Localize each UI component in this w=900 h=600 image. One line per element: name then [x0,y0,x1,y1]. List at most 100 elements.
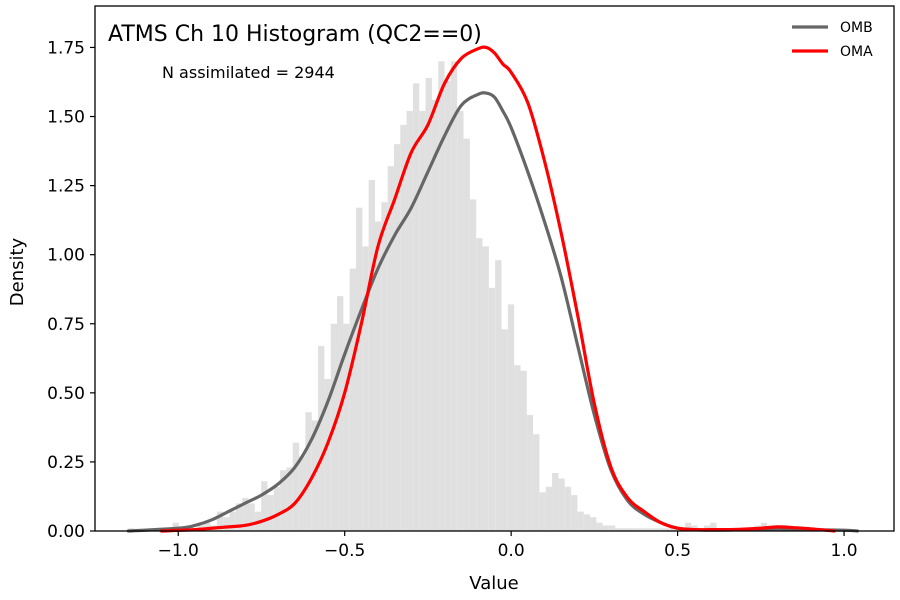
histogram-bar [520,370,527,531]
histogram-bar [564,486,572,531]
histogram-bar [463,138,470,531]
histogram-bar [318,345,325,531]
histogram-bar [495,260,502,531]
histogram-bar [431,99,439,531]
histogram-bar [634,528,641,531]
y-tick-label: 0.50 [47,384,85,404]
histogram-bar [457,111,464,531]
histogram-bar [665,528,673,531]
histogram-bar [324,379,331,531]
histogram-bar [469,199,477,532]
histogram-bar [419,111,426,531]
histogram-bar [343,323,350,531]
histogram-bar [223,517,230,531]
histogram-bar [286,467,293,531]
histogram-bar [292,442,300,531]
legend-label-oma: OMA [840,44,873,60]
histogram-bar [305,412,312,531]
histogram-bar [590,517,597,531]
histogram-bar [501,329,508,531]
histogram-bar [273,486,281,531]
histogram-bar [640,528,647,531]
legend: OMB OMA [792,20,873,60]
y-tick-label: 1.75 [47,38,85,58]
histogram-bar [577,511,584,531]
histogram-bar [267,495,274,531]
histogram-bar [596,522,603,531]
histogram-bar [628,528,635,531]
histogram-bar [710,522,717,531]
histogram-bar [393,144,401,531]
histogram-bar [602,525,610,531]
y-tick-label: 1.00 [47,246,85,266]
y-tick-label: 1.25 [47,177,85,197]
histogram-bar [672,528,679,531]
x-tick-label: −0.5 [324,541,365,561]
density-curves [126,45,859,533]
histogram-bar [526,414,534,531]
histogram-bar [571,495,578,531]
chart-title: ATMS Ch 10 Histogram (QC2==0) [108,22,482,47]
y-axis-label: Density [7,237,28,306]
histogram-bar [476,238,483,532]
legend-label-omb: OMB [840,20,873,36]
histogram-bar [204,522,211,531]
axes: −1.0 −0.5 0.0 0.5 1.0 0.00 0.25 0.50 0.75 1.00 1.2… [47,5,895,561]
histogram-bars [128,61,806,532]
histogram-bar [337,296,344,531]
histogram-bar [387,166,394,531]
histogram-bar [311,420,319,531]
y-tick-label: 0.75 [47,315,85,335]
histogram-bar [539,492,546,531]
histogram-bar [374,221,382,531]
histogram-bar [425,77,432,531]
histogram-bar [514,365,521,531]
histogram-bar [609,525,616,531]
histogram-bar [653,528,660,531]
histogram-bar [533,434,540,531]
histogram-bar [235,503,243,531]
histogram-bar [248,503,255,531]
histogram-bar [400,124,407,531]
histogram-bar [216,511,224,531]
x-tick-label: 0.0 [498,541,525,561]
y-tick-label: 0.25 [47,453,85,473]
histogram-bar [684,522,692,531]
histogram-bar [406,111,413,531]
histogram-bar [349,268,357,531]
histogram-bar [615,528,622,531]
y-tick-label: 1.50 [47,108,85,128]
y-tick-label: 0.00 [47,522,85,542]
histogram-bar [444,80,451,532]
histogram-bar [558,478,565,531]
histogram-bar [482,246,489,531]
x-tick-label: 1.0 [831,541,858,561]
histogram-bar [659,528,666,531]
histogram-bar [242,497,249,531]
histogram-bar [488,287,496,531]
x-axis-label: Value [469,573,518,594]
plot-frame [94,5,895,532]
histogram-bar [261,481,268,531]
histogram-bar [507,304,515,531]
histogram-bar [362,246,369,531]
histogram-bar [381,202,388,531]
histogram-bar [356,207,363,531]
histogram-bar [583,514,591,531]
histogram-bar [280,470,287,531]
histogram-bar [368,180,375,531]
histogram-bar [646,528,654,531]
x-tick-label: −1.0 [158,541,199,561]
density-line-oma [159,45,836,533]
x-tick-label: 0.5 [664,541,691,561]
histogram-bar [545,486,553,531]
histogram-bar [229,511,236,531]
histogram-bar [621,528,628,531]
histogram-bar [412,83,420,532]
histogram-bar [450,61,458,531]
histogram-bar [438,61,445,531]
assimilated-count-annotation: N assimilated = 2944 [162,63,335,82]
histogram-bar [552,472,559,531]
